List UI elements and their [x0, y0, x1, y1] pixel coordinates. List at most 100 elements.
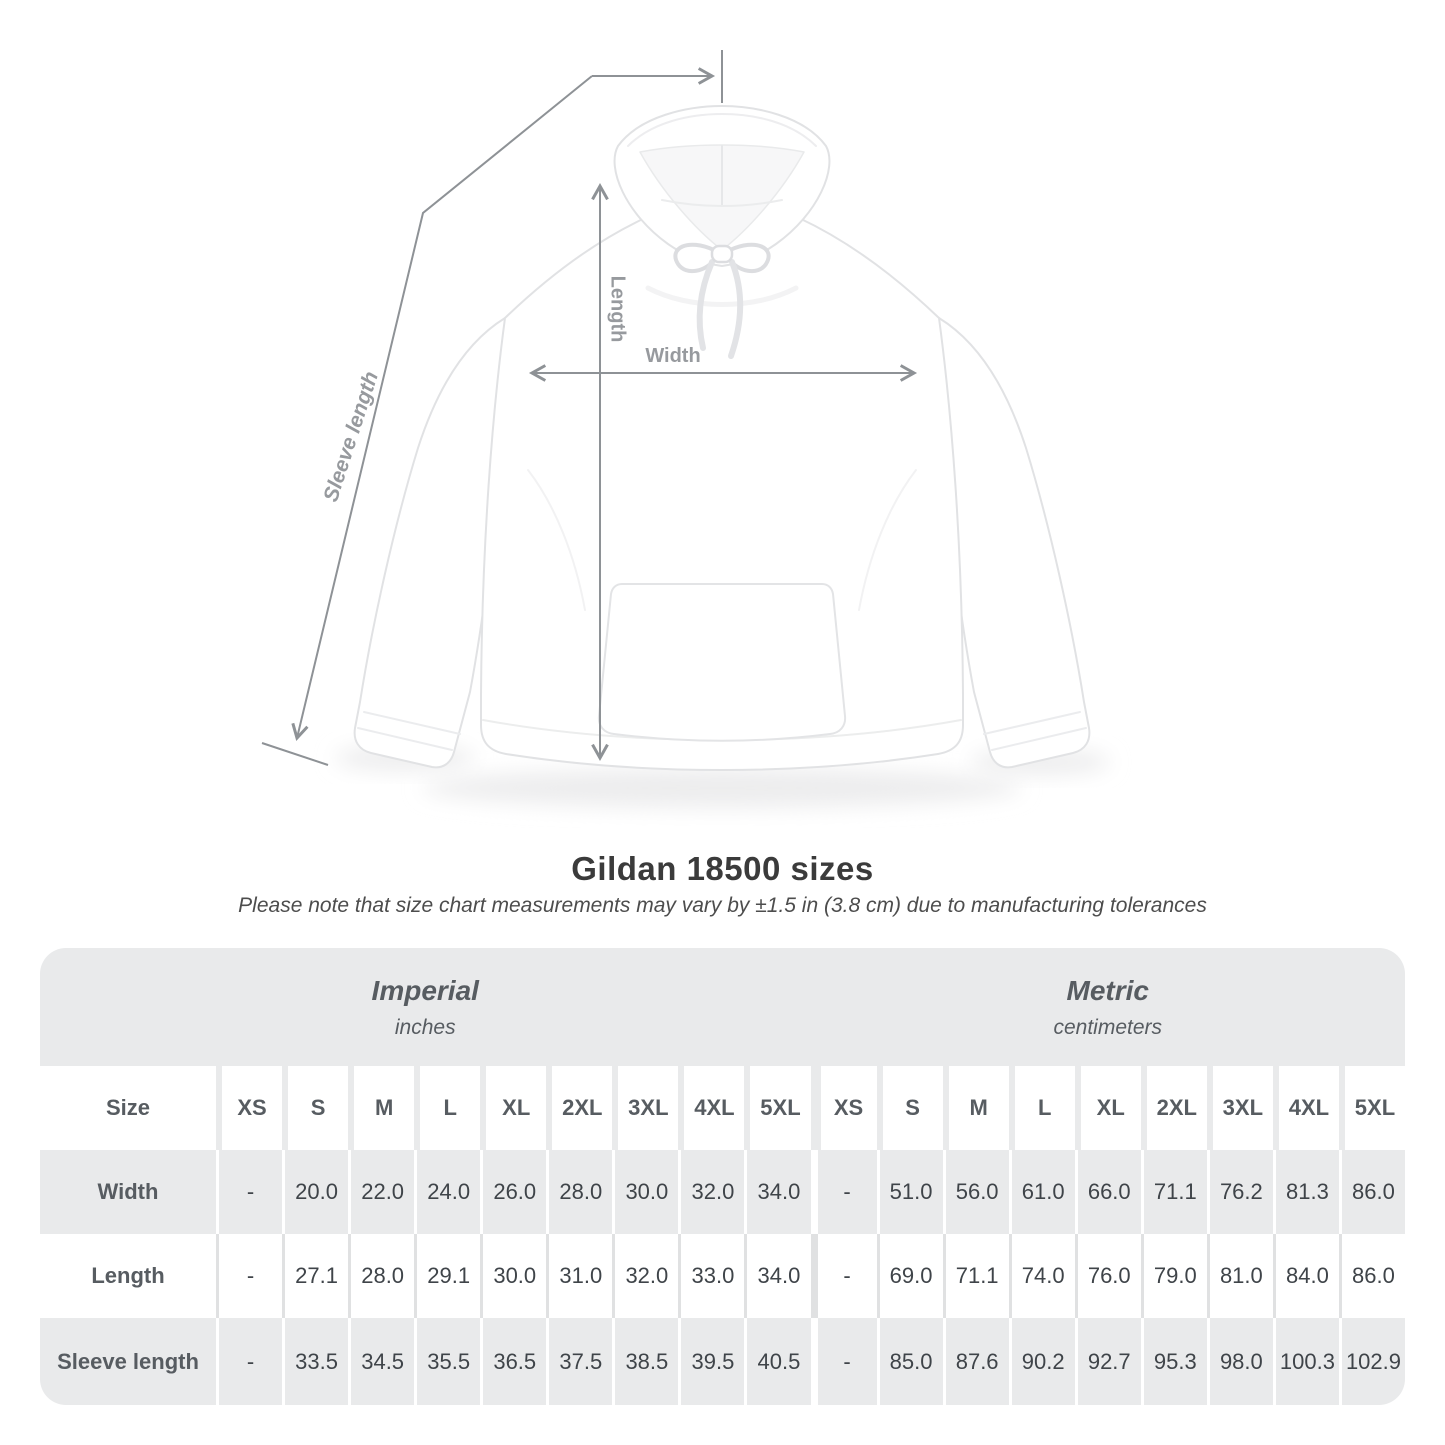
hood-cross-seam [661, 199, 783, 207]
table-cell: 37.5 [546, 1318, 613, 1405]
measurement-annotations [261, 50, 918, 766]
size-header-cell: Size [40, 1066, 216, 1150]
size-column-header: 2XL [546, 1066, 613, 1150]
table-cell: 76.0 [1074, 1234, 1141, 1318]
table-cell: 38.5 [612, 1318, 679, 1405]
row-label: Length [40, 1234, 216, 1318]
table-cell: 81.3 [1272, 1150, 1339, 1234]
table-cell: 69.0 [876, 1234, 943, 1318]
size-column-header: S [282, 1066, 349, 1150]
table-cell: 33.0 [678, 1234, 745, 1318]
unit-group-unit: inches [394, 1015, 456, 1039]
table-cell: - [810, 1234, 877, 1318]
table-cell: 87.6 [942, 1318, 1009, 1405]
hoodie-measurement-diagram: Width Length Sleeve length [261, 50, 1110, 808]
table-cell: 34.5 [348, 1318, 415, 1405]
sleeve-length-arrow [291, 75, 593, 741]
table-cell: 86.0 [1338, 1150, 1405, 1234]
unit-group-unit: centimeters [1053, 1015, 1163, 1039]
table-cell: 76.2 [1206, 1150, 1273, 1234]
table-cell: 28.0 [546, 1150, 613, 1234]
unit-group-label: Metric [1066, 974, 1149, 1006]
size-column-header: M [348, 1066, 415, 1150]
unit-group-metric: Metric centimeters [810, 948, 1405, 1066]
table-cell: - [216, 1234, 283, 1318]
table-cell: 71.1 [942, 1234, 1009, 1318]
table-cell: 84.0 [1272, 1234, 1339, 1318]
table-cell: 24.0 [414, 1150, 481, 1234]
table-cell: 30.0 [480, 1234, 547, 1318]
width-label: Width [645, 345, 700, 367]
table-cell: 27.1 [282, 1234, 349, 1318]
table-cell: 28.0 [348, 1234, 415, 1318]
row-label: Width [40, 1150, 216, 1234]
hood-edge-detail [627, 113, 817, 147]
size-column-header: M [942, 1066, 1009, 1150]
table-cell: 61.0 [1008, 1150, 1075, 1234]
table-cell: - [810, 1150, 877, 1234]
table-cell: 90.2 [1008, 1318, 1075, 1405]
size-column-header: XL [1074, 1066, 1141, 1150]
drawstring-bow [673, 242, 771, 359]
size-column-header: 5XL [744, 1066, 811, 1150]
table-cell: 26.0 [480, 1150, 547, 1234]
table-cell: - [216, 1318, 283, 1405]
table-cell: 36.5 [480, 1318, 547, 1405]
size-column-header: 4XL [678, 1066, 745, 1150]
table-cell: 102.9 [1338, 1318, 1405, 1405]
table-cell: 20.0 [282, 1150, 349, 1234]
left-cuff-rib [357, 711, 461, 751]
body-folds [527, 469, 917, 611]
table-cell: 98.0 [1206, 1318, 1273, 1405]
table-cell: 33.5 [282, 1318, 349, 1405]
size-column-header: 5XL [1338, 1066, 1405, 1150]
table-cell: - [810, 1318, 877, 1405]
size-column-header: S [876, 1066, 943, 1150]
table-cell: 95.3 [1140, 1318, 1207, 1405]
table-cell: 79.0 [1140, 1234, 1207, 1318]
size-tolerance-note: Please note that size chart measurements… [238, 894, 1207, 917]
table-cell: 22.0 [348, 1150, 415, 1234]
table-cell: 32.0 [612, 1234, 679, 1318]
table-cell: 85.0 [876, 1318, 943, 1405]
table-cell: 71.1 [1140, 1150, 1207, 1234]
size-table: Imperial inches Metric centimeters Size XS S M L… [40, 948, 1405, 1405]
table-cell: 86.0 [1338, 1234, 1405, 1318]
unit-group-label: Imperial [371, 974, 479, 1006]
table-cell: 32.0 [678, 1150, 745, 1234]
unit-group-imperial: Imperial inches [40, 948, 811, 1066]
table-cell: 34.0 [744, 1234, 811, 1318]
table-cell: 51.0 [876, 1150, 943, 1234]
table-cell: 30.0 [612, 1150, 679, 1234]
kangaroo-pocket [597, 583, 847, 742]
table-cell: 31.0 [546, 1234, 613, 1318]
size-column-header: XS [810, 1066, 877, 1150]
size-column-header: 4XL [1272, 1066, 1339, 1150]
right-cuff-rib [983, 711, 1087, 751]
table-cell: 56.0 [942, 1150, 1009, 1234]
table-cell: 35.5 [414, 1318, 481, 1405]
cuff-tick [261, 742, 329, 766]
size-column-header: 3XL [612, 1066, 679, 1150]
size-column-header: L [414, 1066, 481, 1150]
chest-shade [645, 285, 799, 307]
size-column-header: 2XL [1140, 1066, 1207, 1150]
size-column-header: L [1008, 1066, 1075, 1150]
size-column-header: XL [480, 1066, 547, 1150]
table-cell: 100.3 [1272, 1318, 1339, 1405]
table-cell: 74.0 [1008, 1234, 1075, 1318]
length-label: Length [607, 276, 629, 343]
page-title: Gildan 18500 sizes [571, 850, 874, 887]
sleeve-length-label: Sleeve length [319, 369, 383, 505]
table-cell: 34.0 [744, 1150, 811, 1234]
table-cell: 92.7 [1074, 1318, 1141, 1405]
row-label: Sleeve length [40, 1318, 216, 1405]
table-cell: 66.0 [1074, 1150, 1141, 1234]
table-cell: 29.1 [414, 1234, 481, 1318]
table-cell: - [216, 1150, 283, 1234]
table-cell: 39.5 [678, 1318, 745, 1405]
table-cell: 81.0 [1206, 1234, 1273, 1318]
hoodie-illustration [353, 105, 1091, 771]
table-cell: 40.5 [744, 1318, 811, 1405]
